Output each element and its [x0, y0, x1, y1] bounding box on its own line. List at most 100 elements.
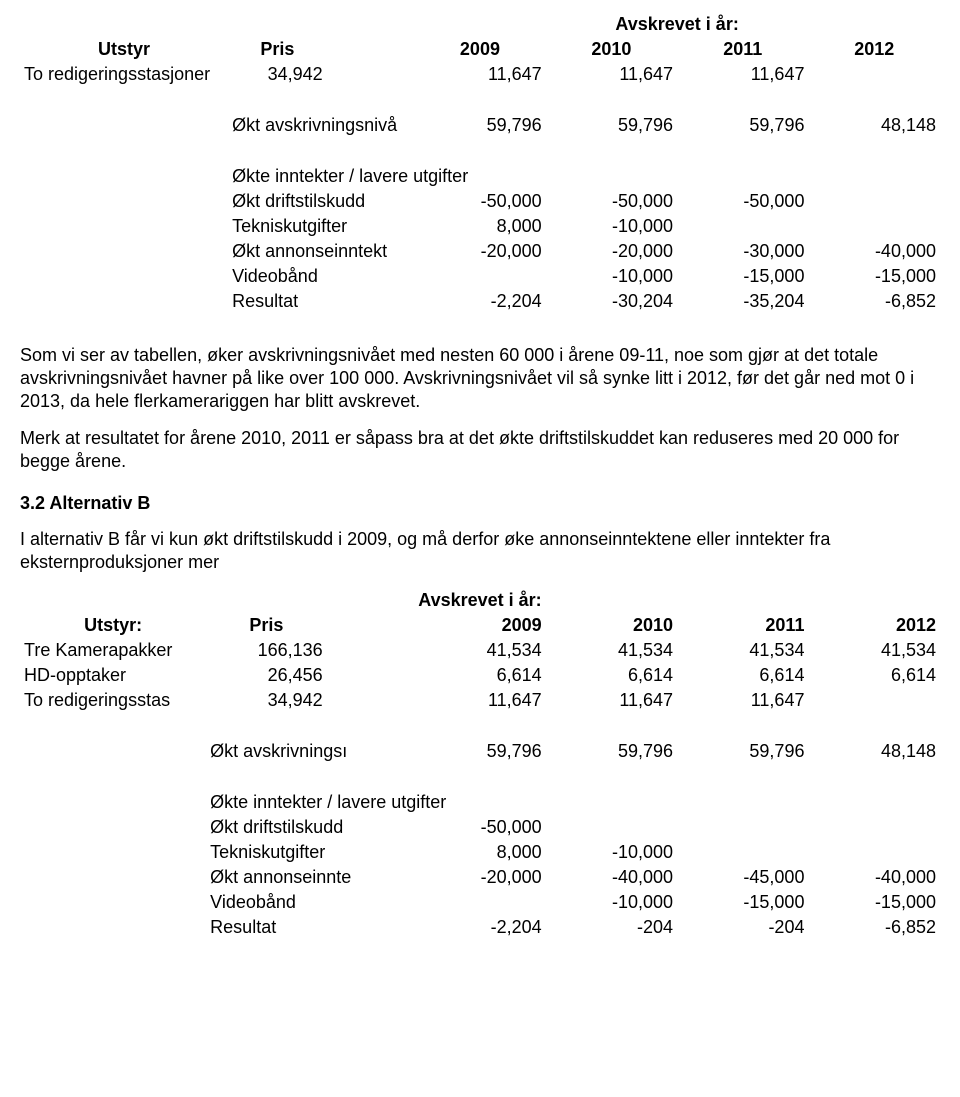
cell: -40,000 — [808, 239, 940, 264]
cell: -15,000 — [808, 264, 940, 289]
cell — [414, 264, 545, 289]
cell: -204 — [677, 915, 808, 940]
super-header-1: Avskrevet i år: — [414, 12, 940, 37]
col-2012-2: 2012 — [808, 613, 940, 638]
line-label: Økt driftstilskudd — [228, 189, 414, 214]
line-label: Tekniskutgifter — [228, 214, 414, 239]
paragraph-1: Som vi ser av tabellen, øker avskrivning… — [20, 344, 940, 413]
cell: 11,647 — [546, 688, 677, 713]
table-row: HD-opptaker — [20, 663, 206, 688]
cell: -204 — [546, 915, 677, 940]
col-2010-2: 2010 — [546, 613, 677, 638]
cell: 59,796 — [414, 739, 545, 764]
table-1: Avskrevet i år: Utstyr Pris 2009 2010 20… — [20, 12, 940, 314]
cell: -30,204 — [546, 289, 677, 314]
cell: -10,000 — [546, 840, 677, 865]
cell: -15,000 — [677, 264, 808, 289]
cell: 59,796 — [677, 113, 808, 138]
cell — [808, 840, 940, 865]
col-utstyr-2: Utstyr: — [20, 613, 206, 638]
line-label: Videobånd — [206, 890, 414, 915]
cell: 6,614 — [546, 663, 677, 688]
cell: -50,000 — [414, 815, 545, 840]
cell: -50,000 — [414, 189, 545, 214]
line-label: Økt annonseinnte — [206, 865, 414, 890]
cell — [808, 214, 940, 239]
cell: 41,534 — [414, 638, 545, 663]
line-label: Økt driftstilskudd — [206, 815, 414, 840]
cell: -30,000 — [677, 239, 808, 264]
avskriv-label-1: Økt avskrivningsnivå — [228, 113, 414, 138]
cell — [414, 890, 545, 915]
col-2011-2: 2011 — [677, 613, 808, 638]
cell: -6,852 — [808, 915, 940, 940]
cell — [808, 688, 940, 713]
section-label-2: Økte inntekter / lavere utgifter — [206, 790, 940, 815]
table-row: Tre Kamerapakker — [20, 638, 206, 663]
col-2009: 2009 — [414, 37, 545, 62]
line-label: Resultat — [206, 915, 414, 940]
cell: 26,456 — [206, 663, 326, 688]
cell: 166,136 — [206, 638, 326, 663]
cell: -20,000 — [414, 239, 545, 264]
cell: -6,852 — [808, 289, 940, 314]
cell: -45,000 — [677, 865, 808, 890]
col-2012: 2012 — [808, 37, 940, 62]
cell: 6,614 — [414, 663, 545, 688]
cell — [546, 815, 677, 840]
cell: 59,796 — [414, 113, 545, 138]
cell: 41,534 — [677, 638, 808, 663]
cell: 11,647 — [677, 688, 808, 713]
cell: 11,647 — [677, 62, 808, 87]
cell: 59,796 — [546, 739, 677, 764]
line-label: Resultat — [228, 289, 414, 314]
col-pris: Pris — [228, 37, 327, 62]
cell: -20,000 — [414, 865, 545, 890]
cell: -10,000 — [546, 890, 677, 915]
cell: -10,000 — [546, 264, 677, 289]
cell: 41,534 — [808, 638, 940, 663]
cell — [677, 840, 808, 865]
line-label: Tekniskutgifter — [206, 840, 414, 865]
cell — [808, 62, 940, 87]
table-row: To redigeringsstas — [20, 688, 206, 713]
cell: 11,647 — [414, 688, 545, 713]
cell: 59,796 — [546, 113, 677, 138]
paragraph-2: Merk at resultatet for årene 2010, 2011 … — [20, 427, 940, 473]
cell — [808, 815, 940, 840]
cell: -50,000 — [677, 189, 808, 214]
col-pris-2: Pris — [206, 613, 326, 638]
table-2: Avskrevet i år: Utstyr: Pris 2009 2010 2… — [20, 588, 940, 940]
avskriv-label-2: Økt avskrivningsı — [206, 739, 414, 764]
super-header-2: Avskrevet i år: — [414, 588, 940, 613]
col-2010: 2010 — [546, 37, 677, 62]
section-heading: 3.2 Alternativ B — [20, 493, 940, 514]
cell: 34,942 — [206, 688, 326, 713]
line-label: Økt annonseinntekt — [228, 239, 414, 264]
cell: -40,000 — [546, 865, 677, 890]
cell — [808, 189, 940, 214]
cell: 34,942 — [228, 62, 327, 87]
cell: -10,000 — [546, 214, 677, 239]
cell: 6,614 — [808, 663, 940, 688]
cell: -2,204 — [414, 289, 545, 314]
paragraph-3: I alternativ B får vi kun økt driftstils… — [20, 528, 940, 574]
cell: -15,000 — [677, 890, 808, 915]
cell: -15,000 — [808, 890, 940, 915]
cell: 11,647 — [546, 62, 677, 87]
cell: 48,148 — [808, 113, 940, 138]
cell: -50,000 — [546, 189, 677, 214]
table-row: To redigeringsstasjoner — [20, 62, 228, 87]
cell: -2,204 — [414, 915, 545, 940]
col-2009-2: 2009 — [414, 613, 545, 638]
cell: 41,534 — [546, 638, 677, 663]
cell: 6,614 — [677, 663, 808, 688]
line-label: Videobånd — [228, 264, 414, 289]
col-utstyr: Utstyr — [20, 37, 228, 62]
cell: 48,148 — [808, 739, 940, 764]
cell: -40,000 — [808, 865, 940, 890]
cell: 59,796 — [677, 739, 808, 764]
cell: -20,000 — [546, 239, 677, 264]
cell: -35,204 — [677, 289, 808, 314]
section-label-1: Økte inntekter / lavere utgifter — [228, 164, 940, 189]
